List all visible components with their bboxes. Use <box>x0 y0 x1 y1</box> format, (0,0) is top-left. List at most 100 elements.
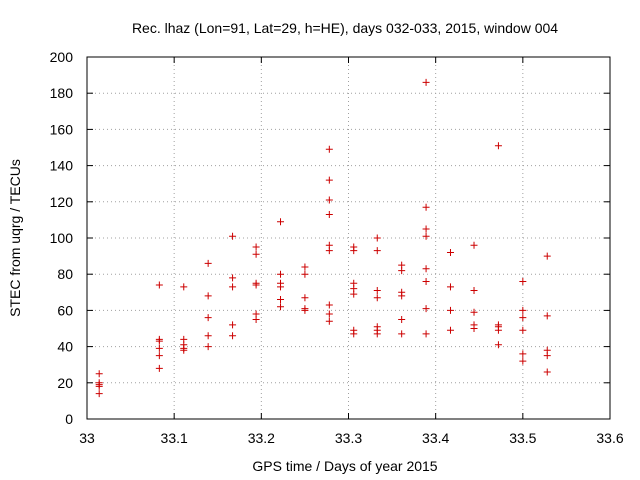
data-point <box>325 247 333 255</box>
data-point <box>519 277 527 285</box>
x-tick-label: 33.2 <box>248 430 275 446</box>
data-point <box>398 330 406 338</box>
data-point <box>277 218 285 226</box>
data-points <box>95 78 551 398</box>
data-point <box>325 301 333 309</box>
data-point <box>422 330 430 338</box>
y-tick-label: 20 <box>57 375 73 391</box>
data-point <box>277 270 285 278</box>
data-point <box>301 294 309 302</box>
y-tick-label: 200 <box>50 49 74 65</box>
x-tick-label: 33.3 <box>335 430 362 446</box>
data-point <box>350 290 358 298</box>
data-point <box>155 344 163 352</box>
data-point <box>277 303 285 311</box>
x-tick-label: 33 <box>79 430 95 446</box>
data-point <box>446 306 454 314</box>
data-point <box>398 267 406 275</box>
data-point <box>229 274 237 282</box>
data-point <box>155 364 163 372</box>
data-point <box>519 306 527 314</box>
y-axis-label: STEC from uqrg / TECUs <box>7 159 23 317</box>
data-point <box>494 142 502 150</box>
data-point <box>277 283 285 291</box>
data-point <box>252 243 260 251</box>
data-point <box>519 357 527 365</box>
x-tick-labels: 33 33.1 33.2 33.3 33.4 33.5 33.6 <box>79 430 624 446</box>
data-point <box>470 241 478 249</box>
data-point <box>325 310 333 318</box>
data-point <box>543 312 551 320</box>
data-point <box>252 281 260 289</box>
data-point <box>301 270 309 278</box>
y-tick-label: 160 <box>50 121 74 137</box>
data-point <box>543 352 551 360</box>
data-point <box>180 346 188 354</box>
data-point <box>252 315 260 323</box>
data-point <box>325 196 333 204</box>
data-point <box>470 308 478 316</box>
data-point <box>155 352 163 360</box>
data-point <box>494 326 502 334</box>
y-tick-label: 180 <box>50 85 74 101</box>
data-point <box>301 306 309 314</box>
data-point <box>155 337 163 345</box>
data-point <box>252 250 260 258</box>
data-point <box>519 314 527 322</box>
data-point <box>325 317 333 325</box>
data-point <box>543 252 551 260</box>
data-point <box>398 315 406 323</box>
data-point <box>422 277 430 285</box>
data-point <box>422 203 430 211</box>
x-tick-label: 33.4 <box>422 430 449 446</box>
y-tick-labels: 0 20 40 60 80 100 120 140 160 180 200 <box>50 49 74 427</box>
data-point <box>229 283 237 291</box>
x-tick-label: 33.5 <box>509 430 536 446</box>
data-point <box>95 382 103 390</box>
data-point <box>470 325 478 332</box>
data-point <box>204 343 212 351</box>
data-point <box>373 234 381 242</box>
data-point <box>229 232 237 240</box>
y-tick-label: 140 <box>50 158 74 174</box>
data-point <box>325 176 333 184</box>
data-point <box>350 247 358 255</box>
y-tick-label: 100 <box>50 230 74 246</box>
data-point <box>373 286 381 294</box>
data-point <box>325 145 333 153</box>
y-tick-label: 80 <box>57 266 73 282</box>
data-point <box>204 332 212 340</box>
data-point <box>373 247 381 255</box>
data-point <box>204 259 212 267</box>
data-point <box>422 78 430 86</box>
data-point <box>155 281 163 289</box>
data-point <box>422 225 430 233</box>
y-tick-label: 0 <box>65 411 73 427</box>
data-point <box>446 283 454 291</box>
data-point <box>350 330 358 338</box>
data-point <box>494 341 502 349</box>
data-point <box>519 350 527 358</box>
data-point <box>470 286 478 294</box>
chart-title: Rec. lhaz (Lon=91, Lat=29, h=HE), days 0… <box>132 20 558 36</box>
axis-ticks <box>86 56 611 420</box>
data-point <box>301 263 309 271</box>
data-point <box>373 294 381 302</box>
data-point <box>446 326 454 334</box>
data-point <box>204 314 212 322</box>
data-point <box>543 368 551 376</box>
data-point <box>204 292 212 300</box>
data-point <box>95 370 103 378</box>
data-point <box>95 390 103 398</box>
data-point <box>398 292 406 300</box>
x-tick-label: 33.1 <box>161 430 188 446</box>
y-tick-label: 60 <box>57 302 73 318</box>
x-tick-label: 33.6 <box>596 430 623 446</box>
data-point <box>422 265 430 273</box>
data-point <box>446 248 454 256</box>
x-axis-label: GPS time / Days of year 2015 <box>252 458 437 474</box>
data-point <box>277 296 285 304</box>
data-point <box>325 210 333 218</box>
data-point <box>229 321 237 329</box>
